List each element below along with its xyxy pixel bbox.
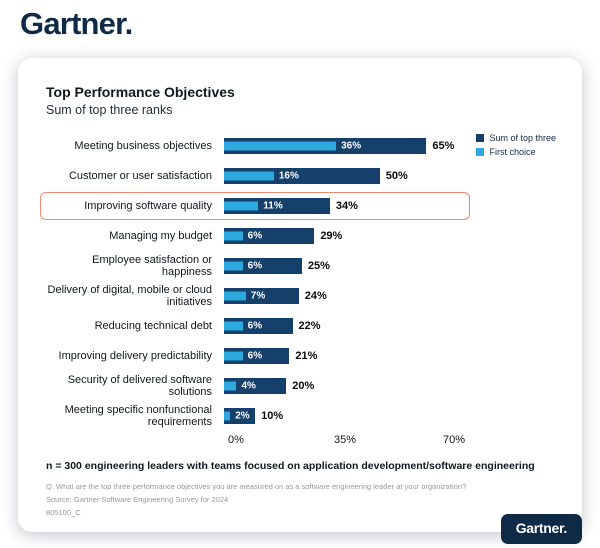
chart-row-highlighted: Improving software quality 11% 34% xyxy=(40,191,470,221)
legend-item: Sum of top three xyxy=(476,133,556,143)
category-label: Meeting business objectives xyxy=(74,139,212,152)
first-choice-value: 16% xyxy=(278,170,299,182)
chart-title: Top Performance Objectives xyxy=(46,84,235,100)
gartner-badge: Gartner. xyxy=(500,514,582,544)
bar-first-choice xyxy=(224,411,231,421)
source-text: Source: Gartner Software Engineering Sur… xyxy=(46,495,229,504)
sum-value: 24% xyxy=(304,290,327,302)
bar-first-choice xyxy=(224,291,246,301)
first-choice-value: 36% xyxy=(341,140,362,152)
category-label: Security of delivered software solutions xyxy=(67,373,212,399)
bar-track: 11% 34% xyxy=(224,191,442,221)
sample-note: n = 300 engineering leaders with teams f… xyxy=(46,460,535,472)
doc-id: 805100_C xyxy=(46,508,81,517)
sum-value: 20% xyxy=(292,380,315,392)
sum-value: 34% xyxy=(335,200,358,212)
chart-row: Employee satisfaction or happiness 6% 25% xyxy=(46,251,454,281)
chart-row: Reducing technical debt 6% 22% xyxy=(46,311,454,341)
chart-card: Top Performance Objectives Sum of top th… xyxy=(18,58,582,532)
bar-first-choice xyxy=(224,231,243,241)
legend-item: First choice xyxy=(476,147,556,157)
chart-row: Security of delivered software solutions… xyxy=(46,371,454,401)
x-axis-tick: 0% xyxy=(228,434,244,446)
chart-subtitle: Sum of top three ranks xyxy=(46,103,173,117)
x-axis-tick: 70% xyxy=(442,434,466,446)
category-label: Customer or user satisfaction xyxy=(68,169,212,182)
x-axis-tick: 35% xyxy=(333,434,357,446)
bar-first-choice xyxy=(224,171,274,181)
bar-chart: Sum of top three First choice Meeting bus… xyxy=(40,131,556,450)
category-label: Improving delivery predictability xyxy=(58,349,212,362)
sum-value: 21% xyxy=(295,350,318,362)
first-choice-value: 7% xyxy=(250,290,266,302)
chart-row: Customer or user satisfaction 16% 50% xyxy=(46,161,454,191)
first-choice-value: 2% xyxy=(235,410,250,422)
bar-track: 2% 10% xyxy=(224,401,442,431)
sum-value: 65% xyxy=(432,140,455,152)
chart-row: Meeting business objectives 36% 65% xyxy=(46,131,454,161)
bar-track: 4% 20% xyxy=(224,371,442,401)
bar-track: 6% 25% xyxy=(224,251,442,281)
bar-sum-of-top-three xyxy=(224,228,315,244)
category-label: Reducing technical debt xyxy=(94,319,212,332)
chart-row: Managing my budget 6% 29% xyxy=(46,221,454,251)
bar-first-choice xyxy=(224,201,259,211)
sum-value: 10% xyxy=(261,410,284,422)
sum-value: 29% xyxy=(320,230,343,242)
first-choice-value: 11% xyxy=(263,200,283,212)
legend-swatch xyxy=(476,148,485,156)
bar-first-choice xyxy=(224,141,337,151)
bar-sum-of-top-three xyxy=(224,378,287,394)
legend-swatch xyxy=(476,134,485,142)
legend-label: Sum of top three xyxy=(489,133,556,143)
x-axis: 0% 35% 70% xyxy=(228,434,465,450)
category-label: Delivery of digital, mobile or cloud ini… xyxy=(47,283,212,309)
first-choice-value: 6% xyxy=(247,260,263,272)
bar-sum-of-top-three xyxy=(224,258,302,274)
chart-rows: Meeting business objectives 36% 65% Custome… xyxy=(40,131,554,431)
bar-sum-of-top-three xyxy=(224,408,256,424)
legend-label: First choice xyxy=(489,147,536,157)
sum-value: 50% xyxy=(385,170,408,182)
category-label: Improving software quality xyxy=(84,199,212,212)
bar-track: 36% 65% xyxy=(224,131,454,161)
bar-first-choice xyxy=(224,351,243,361)
bar-track: 6% 21% xyxy=(224,341,442,371)
bar-first-choice xyxy=(224,261,243,271)
bar-track: 6% 29% xyxy=(224,221,442,251)
gartner-logo: Gartner. xyxy=(20,6,133,41)
first-choice-value: 6% xyxy=(247,350,263,362)
bar-first-choice xyxy=(224,381,237,391)
chart-row: Improving delivery predictability 6% 21% xyxy=(46,341,454,371)
sum-value: 25% xyxy=(307,260,330,272)
category-label: Employee satisfaction or happiness xyxy=(92,253,212,279)
first-choice-value: 6% xyxy=(247,230,263,242)
bar-track: 6% 22% xyxy=(224,311,442,341)
chart-row: Delivery of digital, mobile or cloud ini… xyxy=(46,281,454,311)
legend: Sum of top three First choice xyxy=(476,133,556,157)
first-choice-value: 6% xyxy=(247,320,263,332)
category-label: Managing my budget xyxy=(109,229,212,242)
first-choice-value: 4% xyxy=(241,380,256,392)
category-label: Meeting specific nonfunctional requireme… xyxy=(64,403,212,429)
sum-value: 22% xyxy=(298,320,321,332)
bar-track: 16% 50% xyxy=(224,161,442,191)
question-text: Q. What are the top three performance ob… xyxy=(46,482,467,491)
bar-track: 7% 24% xyxy=(224,281,442,311)
chart-row: Meeting specific nonfunctional requireme… xyxy=(46,401,454,431)
bar-first-choice xyxy=(224,321,243,331)
